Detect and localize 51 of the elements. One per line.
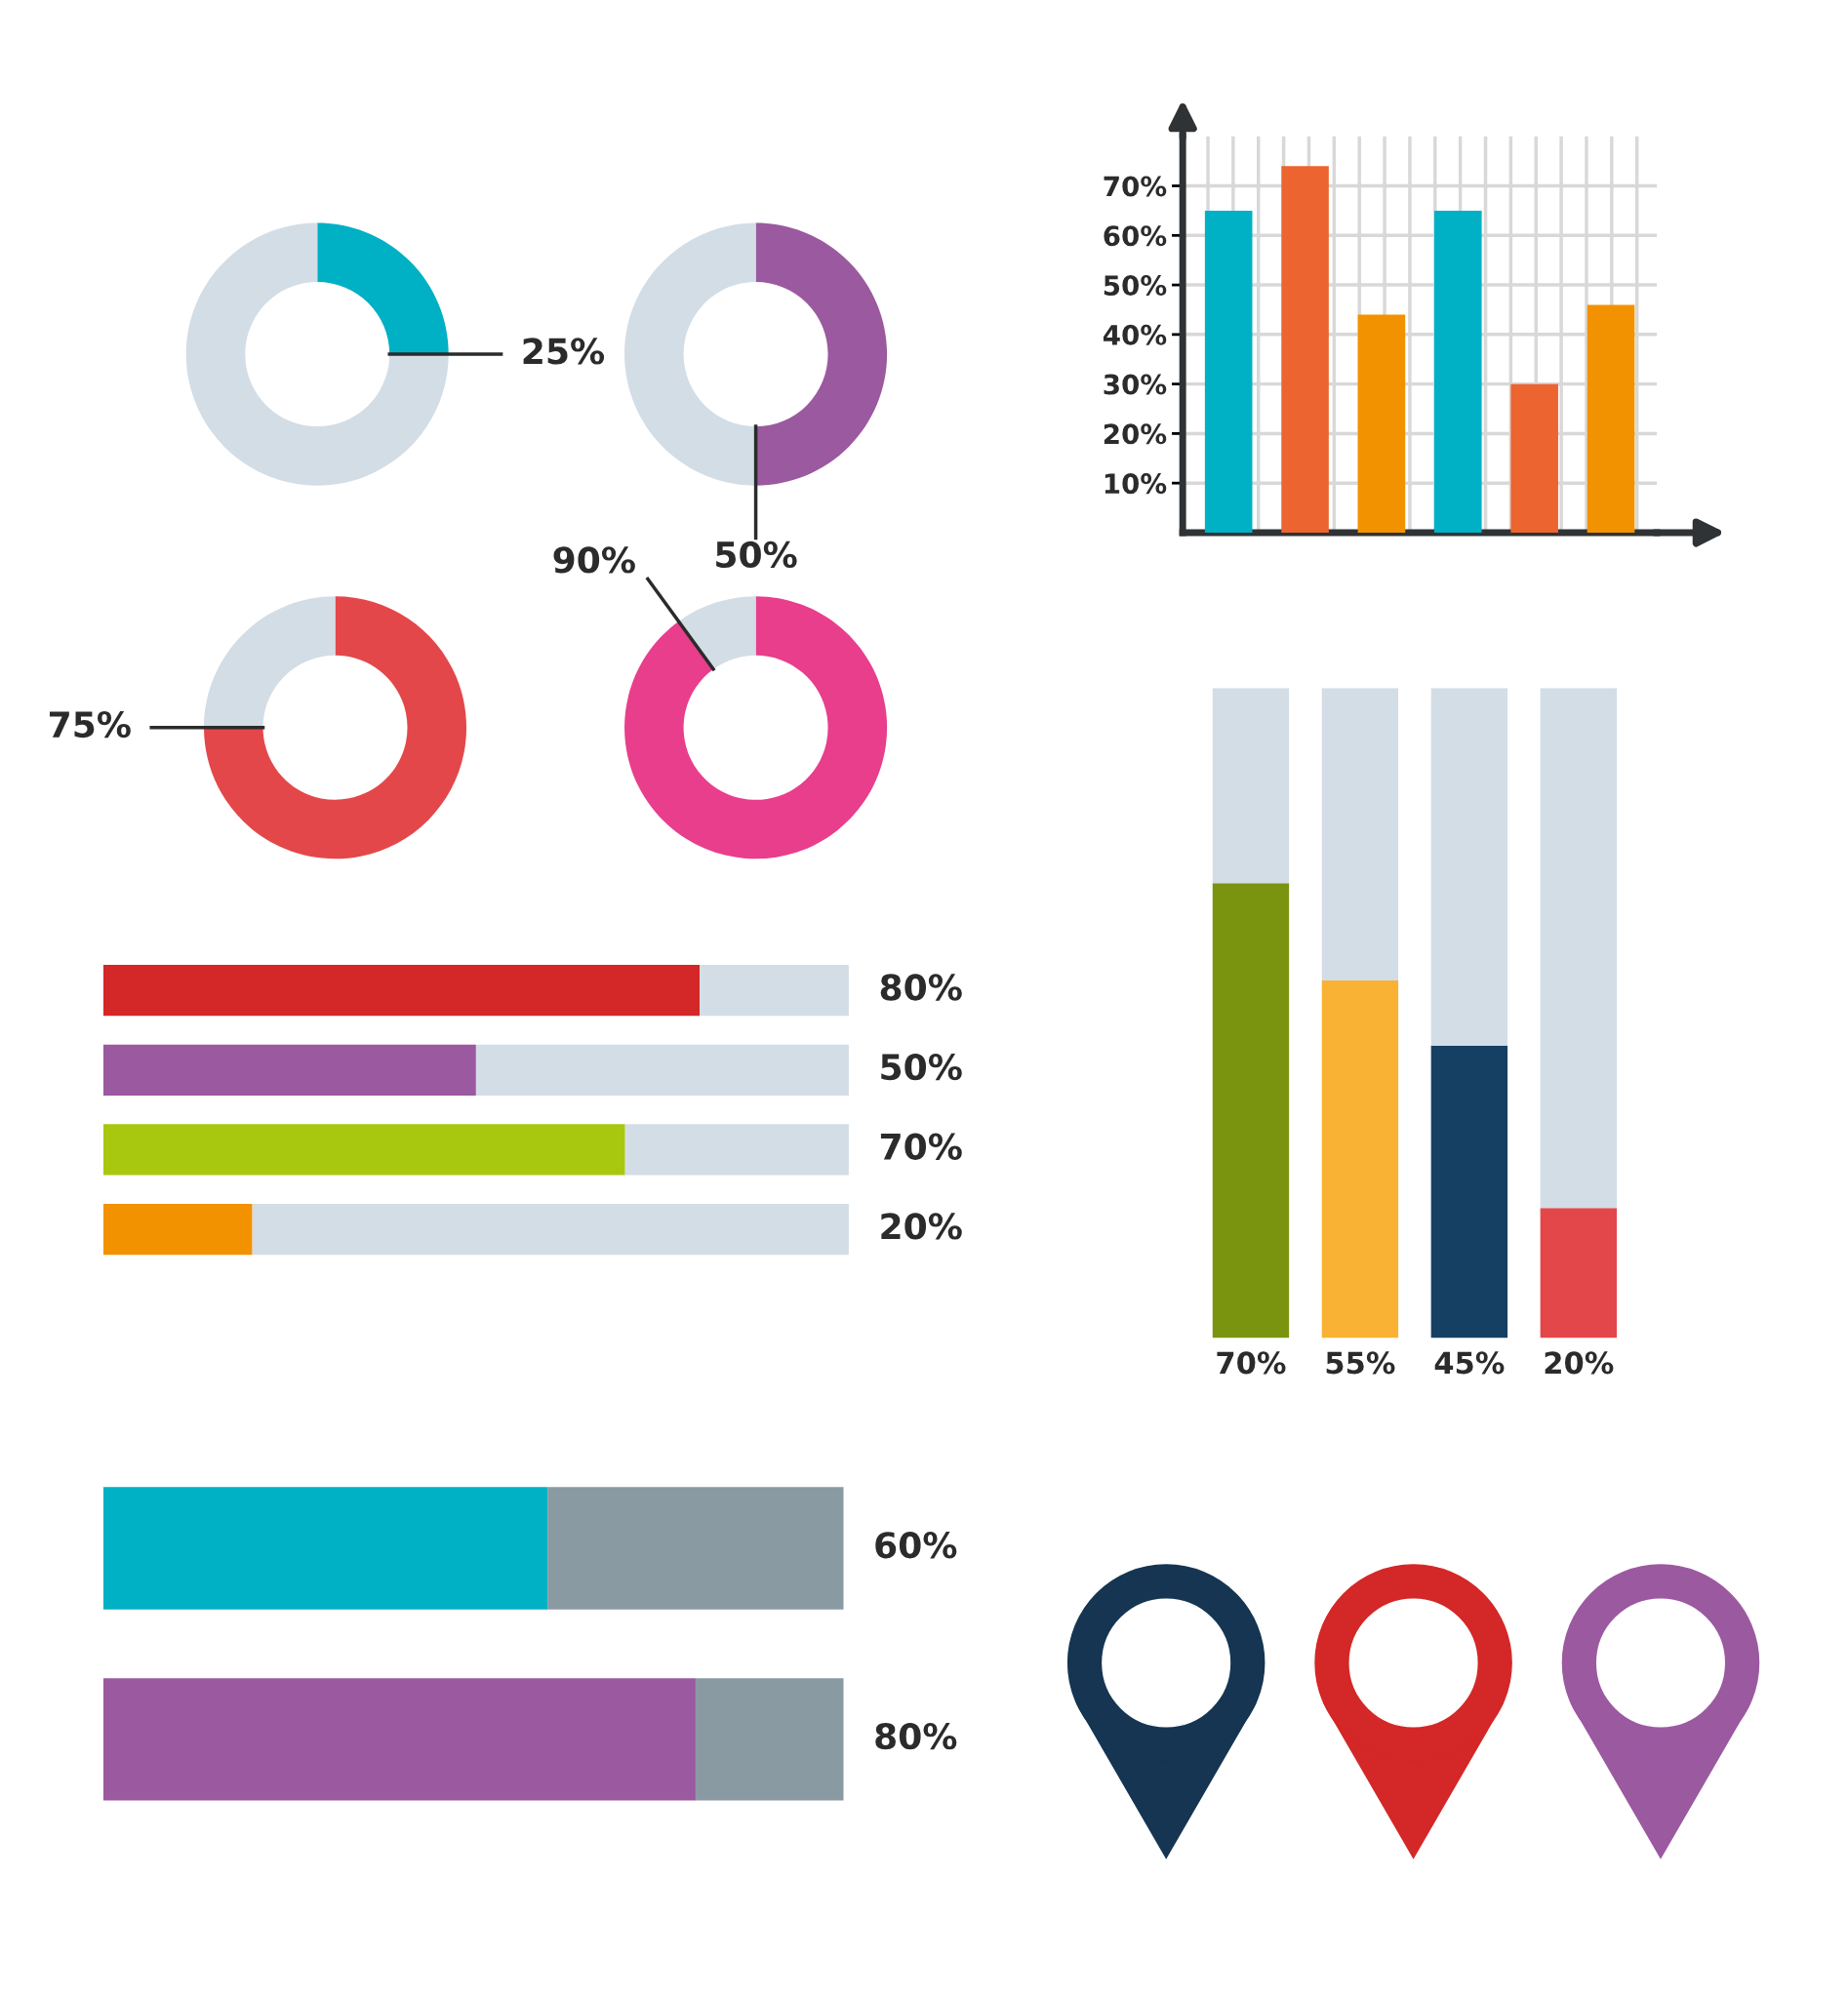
bar bbox=[252, 1203, 849, 1256]
y-tick-label: 30% bbox=[1104, 374, 1167, 395]
donut-slice bbox=[624, 222, 756, 486]
bar bbox=[1212, 883, 1290, 1339]
y-tick-label: 50% bbox=[1104, 275, 1167, 297]
bar bbox=[1430, 688, 1508, 1046]
bar bbox=[102, 1203, 253, 1256]
donut-slice bbox=[204, 596, 336, 728]
data-label: 45% bbox=[1434, 1351, 1505, 1375]
donut-slice bbox=[317, 222, 449, 355]
bar bbox=[475, 1044, 849, 1096]
y-tick-label: 20% bbox=[1104, 423, 1167, 445]
data-label: 50% bbox=[716, 540, 797, 569]
data-label: 75% bbox=[49, 710, 131, 739]
bar bbox=[624, 1124, 849, 1176]
data-label: 60% bbox=[875, 1532, 957, 1559]
bar bbox=[1540, 688, 1618, 1209]
bar bbox=[102, 1124, 625, 1176]
bar bbox=[1357, 314, 1406, 533]
bar bbox=[1281, 166, 1329, 533]
bar bbox=[1510, 383, 1558, 533]
bar bbox=[1321, 980, 1399, 1339]
data-label: 80% bbox=[880, 974, 962, 1001]
bar bbox=[1434, 210, 1482, 533]
donut-slice bbox=[678, 596, 756, 669]
bar bbox=[1430, 1045, 1508, 1339]
y-tick-label: 60% bbox=[1104, 225, 1167, 247]
donut-slice bbox=[624, 596, 888, 859]
donut-slice bbox=[185, 222, 449, 486]
data-label: 70% bbox=[1217, 1351, 1286, 1375]
bar bbox=[700, 965, 849, 1017]
bar bbox=[1540, 1208, 1618, 1339]
data-label: 20% bbox=[881, 1213, 962, 1240]
data-label: 20% bbox=[1545, 1351, 1614, 1375]
data-label: 50% bbox=[881, 1053, 962, 1081]
data-label: 55% bbox=[1326, 1351, 1395, 1375]
donut-slice bbox=[755, 222, 888, 486]
bar bbox=[102, 1044, 476, 1096]
bar bbox=[1321, 688, 1399, 981]
bar bbox=[1212, 688, 1290, 884]
donut-slice bbox=[204, 596, 467, 859]
y-tick-label: 40% bbox=[1103, 324, 1167, 345]
bar bbox=[1587, 304, 1635, 533]
data-label: 90% bbox=[553, 546, 635, 574]
bar bbox=[102, 965, 701, 1017]
y-tick-label: 70% bbox=[1104, 176, 1167, 197]
data-label: 25% bbox=[523, 338, 605, 365]
data-label: 70% bbox=[880, 1133, 962, 1160]
bar bbox=[1204, 210, 1253, 533]
y-tick-label: 10% bbox=[1105, 473, 1167, 495]
data-label: 80% bbox=[875, 1723, 957, 1750]
